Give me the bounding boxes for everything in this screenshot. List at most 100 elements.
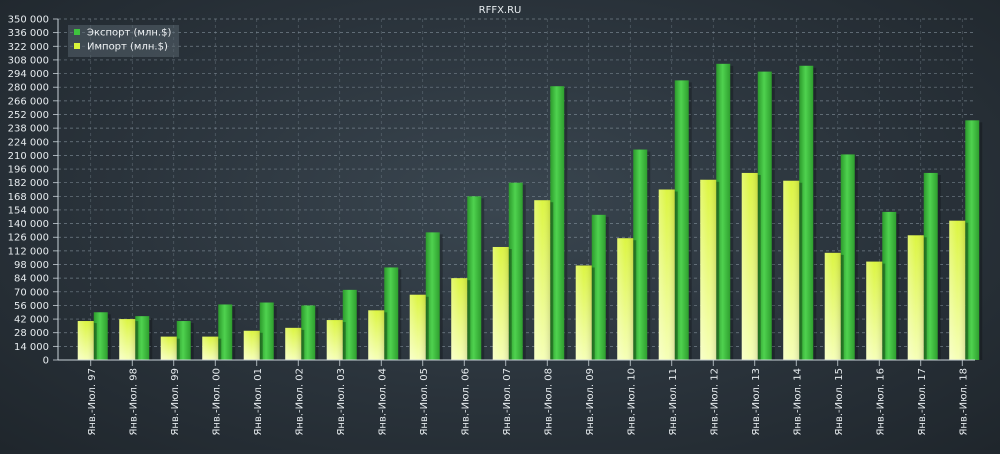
import-bar-highlight [119,319,136,360]
export-bar [550,86,565,361]
import-bar-highlight [866,261,883,360]
x-tick-label: Янв.-Июл. 11 [668,368,679,436]
y-tick-label: 98 000 [14,260,49,271]
import-bar-highlight [368,310,385,360]
y-tick-label: 28 000 [14,328,49,339]
x-tick-label: Янв.-Июл. 02 [294,368,305,436]
import-bar-highlight [617,238,634,360]
y-tick-label: 168 000 [8,192,49,203]
export-bar [135,316,150,360]
y-tick-label: 196 000 [8,165,49,176]
y-tick-label: 56 000 [14,301,49,312]
chart-title: RFFX.RU [479,5,522,16]
x-tick-label: Янв.-Июл. 13 [751,368,762,436]
export-bar [342,289,357,360]
x-tick-label: Янв.-Июл. 97 [87,368,98,436]
export-bar [633,149,648,360]
import-bar-highlight [949,220,966,360]
y-tick-label: 224 000 [8,137,49,148]
export-bar [965,120,980,360]
y-tick-label: 70 000 [14,287,49,298]
y-tick-label: 210 000 [8,151,49,162]
legend-swatch-import [74,43,80,49]
legend-swatch-export [74,29,80,35]
export-bar [259,302,274,360]
x-tick-label: Янв.-Июл. 05 [419,368,430,436]
export-bar [467,196,482,360]
legend-box [68,25,179,57]
export-bar [591,214,606,360]
import-bar-highlight [409,294,426,360]
export-bar [840,154,855,360]
x-tick-label: Янв.-Июл. 12 [709,368,720,436]
y-tick-label: 112 000 [8,246,49,257]
export-bar [93,312,108,360]
import-bar-highlight [77,321,94,360]
y-tick-label: 252 000 [8,110,49,121]
y-tick-label: 0 [43,356,49,367]
x-tick-label: Янв.-Июл. 18 [958,368,969,436]
export-bar [799,65,814,360]
x-tick-label: Янв.-Июл. 03 [336,368,347,436]
y-tick-label: 14 000 [14,342,49,353]
x-tick-label: Янв.-Июл. 99 [170,368,181,436]
y-tick-label: 350 000 [8,15,49,26]
x-tick-label: Янв.-Июл. 06 [460,368,471,436]
export-bar [716,63,731,361]
export-bar [882,211,897,360]
x-tick-label: Янв.-Июл. 14 [792,368,803,436]
y-tick-label: 42 000 [14,315,49,326]
export-bar [508,182,523,360]
export-bar [176,321,191,360]
import-bar-highlight [160,336,177,360]
x-tick-label: Янв.-Июл. 16 [875,368,886,436]
export-bar [384,267,399,360]
y-tick-label: 238 000 [8,124,49,135]
import-bar-highlight [243,330,260,360]
y-tick-label: 322 000 [8,42,49,53]
y-tick-label: 126 000 [8,233,49,244]
y-tick-label: 294 000 [8,69,49,80]
import-bar-highlight [658,189,675,360]
x-tick-label: Янв.-Июл. 07 [502,368,513,436]
y-tick-label: 182 000 [8,178,49,189]
x-tick-label: Янв.-Июл. 08 [543,368,554,436]
import-bar-highlight [326,320,343,360]
import-bar-highlight [907,235,924,360]
export-bar [301,305,316,360]
import-bar-highlight [285,327,302,360]
y-tick-label: 154 000 [8,205,49,216]
x-tick-label: Янв.-Июл. 04 [377,368,388,436]
import-bar-highlight [575,265,592,360]
import-bar-highlight [202,336,219,360]
legend: Экспорт (млн.$) Импорт (млн.$) [68,25,179,57]
import-bar-highlight [700,179,717,360]
y-tick-label: 280 000 [8,83,49,94]
x-tick-label: Янв.-Июл. 09 [585,368,596,436]
import-bar-highlight [824,252,841,360]
y-tick-label: 84 000 [14,274,49,285]
x-tick-label: Янв.-Июл. 98 [128,368,139,436]
x-tick-label: Янв.-Июл. 17 [917,368,928,436]
y-tick-label: 266 000 [8,96,49,107]
import-bar-highlight [741,172,758,360]
x-tick-label: Янв.-Июл. 15 [834,368,845,436]
export-bar [425,232,440,360]
y-tick-label: 308 000 [8,55,49,66]
import-bar-highlight [451,278,468,360]
import-bar-highlight [783,180,800,360]
import-bar-highlight [534,200,551,360]
import-bar-highlight [492,246,509,360]
axis-layer: 0 14 000 28 000 42 000 56 000 70 000 84 000 98 … [8,15,975,436]
y-tick-label: 336 000 [8,28,49,39]
export-bar [923,172,938,360]
x-tick-label: Янв.-Июл. 01 [253,368,264,436]
x-tick-label: Янв.-Июл. 00 [211,368,222,436]
export-bar [674,80,689,360]
export-bar [757,71,772,361]
bars-layer [77,63,983,361]
y-tick-label: 140 000 [8,219,49,230]
export-bar [218,304,233,360]
